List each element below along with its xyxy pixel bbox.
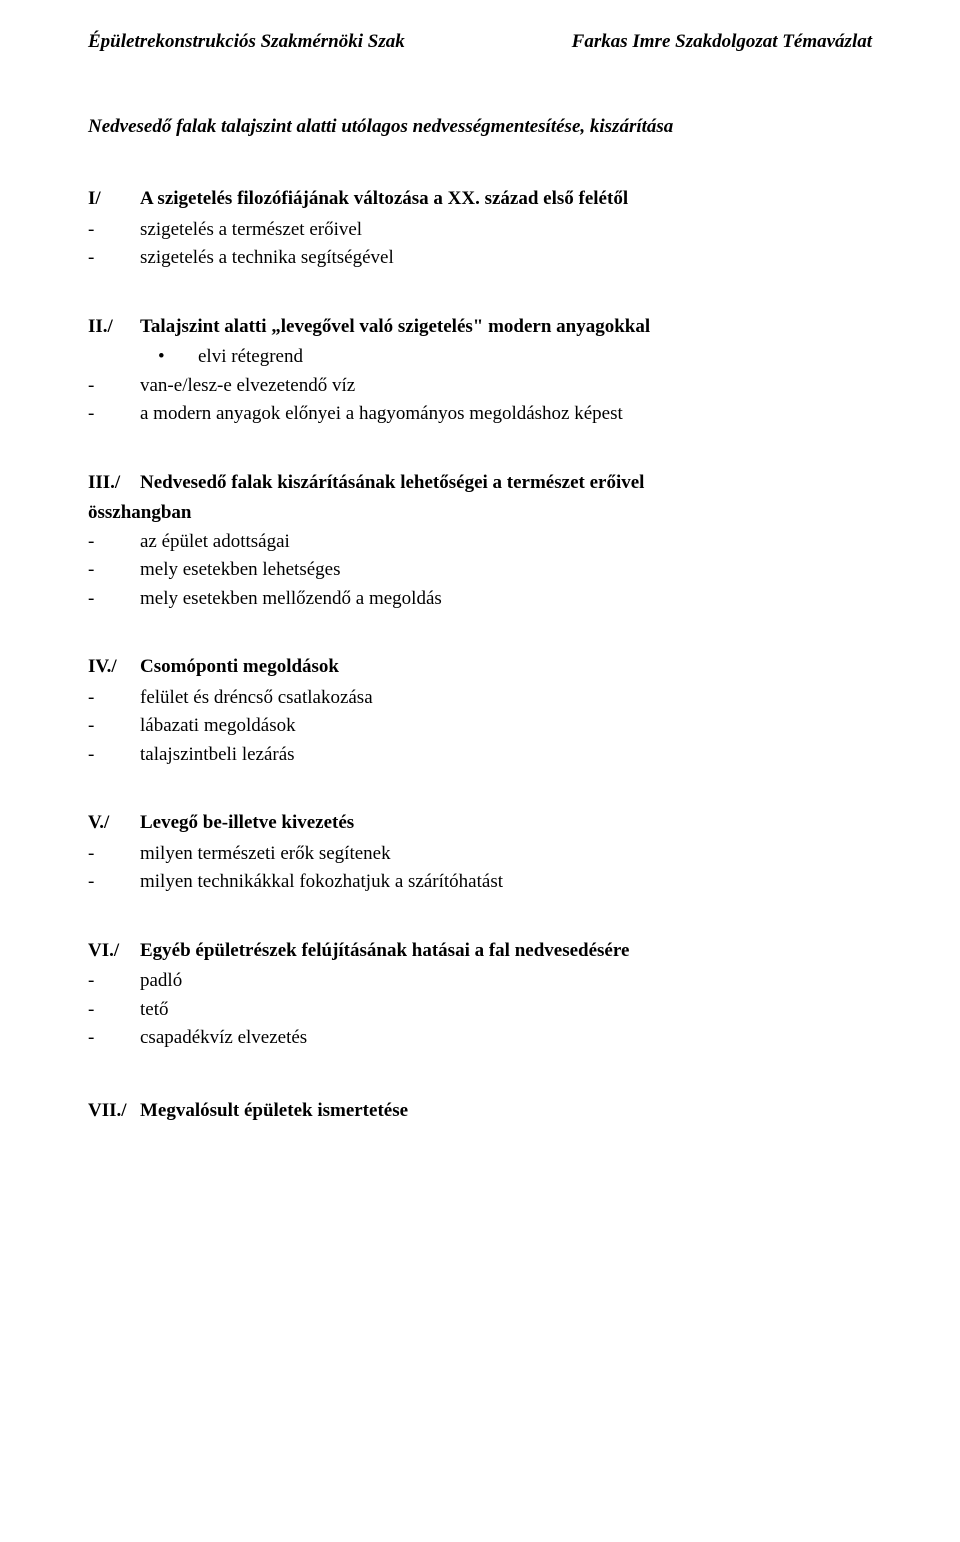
section-1-num: I/ (88, 185, 140, 214)
section-2: II./ Talajszint alatti „levegővel való s… (88, 313, 872, 429)
page-header: Épületrekonstrukciós Szakmérnöki Szak Fa… (88, 28, 872, 57)
list-item: - a modern anyagok előnyei a hagyományos… (88, 400, 872, 429)
dash-icon: - (88, 840, 140, 869)
item-text: mely esetekben lehetséges (140, 556, 872, 585)
section-3-num: III./ (88, 469, 140, 498)
section-2-title: Talajszint alatti „levegővel való sziget… (140, 313, 872, 342)
section-7-title: Megvalósult épületek ismertetése (140, 1097, 872, 1126)
section-5-num: V./ (88, 809, 140, 838)
list-item: - szigetelés a technika segítségével (88, 244, 872, 273)
list-item: - lábazati megoldások (88, 712, 872, 741)
section-4-num: IV./ (88, 653, 140, 682)
section-3-head: III./ Nedvesedő falak kiszárításának leh… (88, 469, 872, 498)
dash-icon: - (88, 528, 140, 557)
bullet-text: elvi rétegrend (198, 343, 872, 372)
section-5-head: V./ Levegő be-illetve kivezetés (88, 809, 872, 838)
section-6-num: VI./ (88, 937, 140, 966)
dash-icon: - (88, 400, 140, 429)
item-text: tető (140, 996, 872, 1025)
item-text: lábazati megoldások (140, 712, 872, 741)
item-text: mely esetekben mellőzendő a megoldás (140, 585, 872, 614)
item-text: szigetelés a természet erőivel (140, 216, 872, 245)
bullet-item: • elvi rétegrend (88, 343, 872, 372)
dash-icon: - (88, 216, 140, 245)
dash-icon: - (88, 556, 140, 585)
section-7-head: VII./ Megvalósult épületek ismertetése (88, 1097, 872, 1126)
item-text: a modern anyagok előnyei a hagyományos m… (140, 400, 872, 429)
list-item: - milyen technikákkal fokozhatjuk a szár… (88, 868, 872, 897)
section-6: VI./ Egyéb épületrészek felújításának ha… (88, 937, 872, 1053)
list-item: - szigetelés a természet erőivel (88, 216, 872, 245)
section-2-num: II./ (88, 313, 140, 342)
list-item: - csapadékvíz elvezetés (88, 1024, 872, 1053)
section-3-title: Nedvesedő falak kiszárításának lehetőség… (140, 469, 872, 498)
item-text: az épület adottságai (140, 528, 872, 557)
item-text: van-e/lesz-e elvezetendő víz (140, 372, 872, 401)
document-title: Nedvesedő falak talajszint alatti utólag… (88, 113, 872, 142)
section-7-num: VII./ (88, 1097, 140, 1126)
dash-icon: - (88, 868, 140, 897)
item-text: felület és dréncső csatlakozása (140, 684, 872, 713)
section-1: I/ A szigetelés filozófiájának változása… (88, 185, 872, 273)
dash-icon: - (88, 1024, 140, 1053)
dash-icon: - (88, 712, 140, 741)
dash-icon: - (88, 244, 140, 273)
list-item: - milyen természeti erők segítenek (88, 840, 872, 869)
item-text: talajszintbeli lezárás (140, 741, 872, 770)
list-item: - tető (88, 996, 872, 1025)
dash-icon: - (88, 372, 140, 401)
dash-icon: - (88, 684, 140, 713)
document-page: Épületrekonstrukciós Szakmérnöki Szak Fa… (0, 0, 960, 1542)
section-1-title: A szigetelés filozófiájának változása a … (140, 185, 872, 214)
list-item: - van-e/lesz-e elvezetendő víz (88, 372, 872, 401)
header-left: Épületrekonstrukciós Szakmérnöki Szak (88, 28, 405, 57)
dash-icon: - (88, 741, 140, 770)
item-text: padló (140, 967, 872, 996)
dash-icon: - (88, 967, 140, 996)
list-item: - mely esetekben mellőzendő a megoldás (88, 585, 872, 614)
item-text: milyen technikákkal fokozhatjuk a szárít… (140, 868, 872, 897)
item-text: milyen természeti erők segítenek (140, 840, 872, 869)
list-item: - felület és dréncső csatlakozása (88, 684, 872, 713)
section-4-title: Csomóponti megoldások (140, 653, 872, 682)
item-text: szigetelés a technika segítségével (140, 244, 872, 273)
section-4: IV./ Csomóponti megoldások - felület és … (88, 653, 872, 769)
section-4-head: IV./ Csomóponti megoldások (88, 653, 872, 682)
section-3: III./ Nedvesedő falak kiszárításának leh… (88, 469, 872, 614)
item-text: csapadékvíz elvezetés (140, 1024, 872, 1053)
bullet-icon: • (158, 343, 198, 372)
section-5-title: Levegő be-illetve kivezetés (140, 809, 872, 838)
section-7: VII./ Megvalósult épületek ismertetése (88, 1097, 872, 1126)
list-item: - mely esetekben lehetséges (88, 556, 872, 585)
list-item: - talajszintbeli lezárás (88, 741, 872, 770)
section-3-subhead: összhangban (88, 499, 872, 528)
section-1-head: I/ A szigetelés filozófiájának változása… (88, 185, 872, 214)
section-6-title: Egyéb épületrészek felújításának hatásai… (140, 937, 872, 966)
section-2-head: II./ Talajszint alatti „levegővel való s… (88, 313, 872, 342)
dash-icon: - (88, 585, 140, 614)
section-5: V./ Levegő be-illetve kivezetés - milyen… (88, 809, 872, 897)
dash-icon: - (88, 996, 140, 1025)
header-right: Farkas Imre Szakdolgozat Témavázlat (572, 28, 872, 57)
list-item: - az épület adottságai (88, 528, 872, 557)
list-item: - padló (88, 967, 872, 996)
section-6-head: VI./ Egyéb épületrészek felújításának ha… (88, 937, 872, 966)
